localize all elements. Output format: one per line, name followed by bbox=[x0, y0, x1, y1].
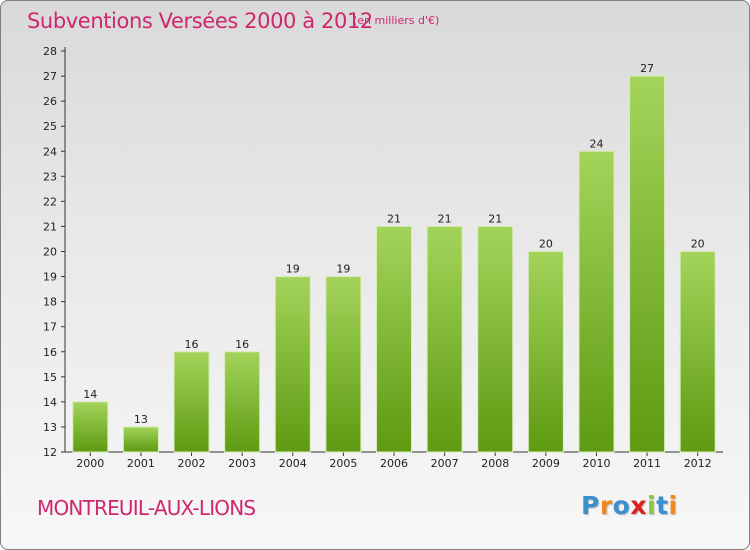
bars bbox=[72, 75, 716, 453]
x-tick-label: 2006 bbox=[380, 457, 408, 470]
data-label: 19 bbox=[336, 263, 350, 276]
y-tick-label: 12 bbox=[43, 446, 57, 459]
data-label: 21 bbox=[438, 212, 452, 225]
logo-letter: o bbox=[612, 491, 631, 520]
y-tick-label: 26 bbox=[43, 95, 57, 108]
data-label: 24 bbox=[589, 137, 603, 150]
bar bbox=[325, 276, 362, 453]
y-tick-label: 27 bbox=[43, 70, 57, 83]
y-tick-label: 14 bbox=[43, 396, 57, 409]
x-tick-label: 2005 bbox=[329, 457, 357, 470]
bar bbox=[679, 251, 716, 453]
data-label: 16 bbox=[185, 338, 199, 351]
commune-name: MONTREUIL-AUX-LIONS bbox=[37, 496, 256, 520]
y-tick-label: 21 bbox=[43, 220, 57, 233]
bar bbox=[527, 251, 564, 453]
data-label: 19 bbox=[286, 263, 300, 276]
logo-letter: x bbox=[630, 491, 647, 520]
data-label: 16 bbox=[235, 338, 249, 351]
y-tick-label: 25 bbox=[43, 120, 57, 133]
x-tick-label: 2008 bbox=[481, 457, 509, 470]
x-tick-label: 2009 bbox=[532, 457, 560, 470]
y-tick-label: 15 bbox=[43, 371, 57, 384]
y-tick-label: 18 bbox=[43, 296, 57, 309]
logo-letter: t bbox=[656, 491, 669, 520]
data-label: 21 bbox=[387, 212, 401, 225]
x-tick-label: 2004 bbox=[279, 457, 307, 470]
logo-letter: P bbox=[581, 491, 600, 520]
bar bbox=[477, 225, 514, 453]
logo-letter: r bbox=[599, 491, 613, 520]
logo-letter: i bbox=[668, 491, 678, 520]
bar bbox=[426, 225, 463, 453]
y-tick-label: 22 bbox=[43, 195, 57, 208]
x-tick-label: 2001 bbox=[127, 457, 155, 470]
y-tick-label: 19 bbox=[43, 271, 57, 284]
x-tick-label: 2002 bbox=[178, 457, 206, 470]
x-tick-label: 2012 bbox=[684, 457, 712, 470]
y-tick-label: 13 bbox=[43, 421, 57, 434]
data-label: 13 bbox=[134, 413, 148, 426]
y-tick-label: 28 bbox=[43, 45, 57, 58]
x-tick-label: 2000 bbox=[76, 457, 104, 470]
bar bbox=[224, 351, 261, 453]
bar bbox=[578, 150, 615, 453]
bar bbox=[376, 225, 412, 453]
x-tick-label: 2003 bbox=[228, 457, 256, 470]
labels: 2000 14 2001 13 2002 16 2003 16 2004 19 2005 19 2006… bbox=[76, 62, 711, 470]
bar bbox=[173, 351, 210, 453]
x-tick-label: 2011 bbox=[633, 457, 661, 470]
chart-title: Subventions Versées 2000 à 2012 bbox=[27, 9, 373, 33]
y-tick-label: 17 bbox=[43, 321, 57, 334]
logo-letter: i bbox=[647, 491, 657, 520]
bar bbox=[72, 401, 109, 453]
bar bbox=[629, 75, 666, 453]
bar bbox=[274, 276, 311, 453]
x-tick-label: 2007 bbox=[431, 457, 459, 470]
y-tick-label: 24 bbox=[43, 145, 57, 158]
y-tick-label: 20 bbox=[43, 246, 57, 259]
data-label: 20 bbox=[539, 238, 553, 251]
axes: 12 13 14 15 16 17 18 19 20 21 22 23 24 25 26 27 28 bbox=[43, 45, 723, 459]
y-tick-label: 16 bbox=[43, 346, 57, 359]
chart-subtitle: (en milliers d'€) bbox=[353, 14, 440, 27]
bar bbox=[122, 426, 159, 453]
data-label: 27 bbox=[640, 62, 654, 75]
data-label: 21 bbox=[488, 212, 502, 225]
proxiti-logo: Proxiti bbox=[581, 491, 678, 520]
x-tick-label: 2010 bbox=[582, 457, 610, 470]
data-label: 14 bbox=[83, 388, 97, 401]
y-tick-label: 23 bbox=[43, 170, 57, 183]
data-label: 20 bbox=[691, 238, 705, 251]
